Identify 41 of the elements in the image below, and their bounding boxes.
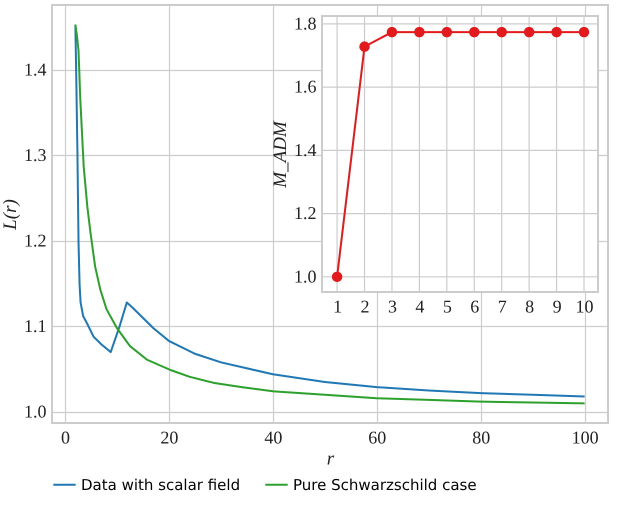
y-tick-label: 1.3 — [24, 144, 46, 165]
x-tick-label: 2 — [360, 296, 370, 316]
x-tick-label: 7 — [498, 296, 507, 316]
y-tick-label: 1.4 — [24, 59, 46, 80]
x-tick-label: 0 — [60, 428, 70, 448]
y-tick-label: 1.4 — [294, 140, 316, 160]
y-tick-label: 1.1 — [24, 316, 46, 336]
y-tick-label: 1.2 — [294, 203, 316, 224]
x-tick-label: 10 — [576, 296, 594, 316]
point — [332, 272, 342, 282]
x-tick-label: 5 — [442, 296, 452, 316]
x-tick-label: 3 — [388, 296, 397, 316]
x-tick-label: 60 — [368, 428, 386, 448]
y-tick-label: 1.0 — [294, 266, 316, 286]
x-tick-label: 6 — [470, 296, 480, 316]
point — [524, 26, 534, 38]
x-tick-label: 40 — [264, 428, 282, 448]
point — [442, 26, 452, 38]
x-tick-label: 8 — [525, 296, 534, 316]
x-tick-label: 1 — [333, 296, 342, 316]
x-tick-label: 20 — [160, 428, 178, 448]
y-tick-label: 1.6 — [294, 76, 316, 97]
y-tick-label: 1.2 — [24, 230, 46, 250]
point — [386, 26, 398, 38]
legend-label: Data with scalar field — [81, 476, 240, 494]
point — [359, 41, 370, 52]
x-tick-label: 100 — [572, 428, 599, 448]
x-tick-label: 80 — [472, 428, 490, 448]
point — [551, 26, 562, 38]
x-axis-title: r — [326, 448, 335, 470]
point — [414, 26, 425, 38]
y-axis-title: L(r) — [0, 199, 21, 231]
y-tick-label: 1.8 — [294, 13, 316, 34]
x-tick-label: 4 — [415, 296, 424, 316]
y-axis-title: M_ADM — [270, 120, 291, 189]
x-tick-label: 9 — [552, 296, 562, 316]
legend-label: Pure Schwarzschild case — [293, 476, 477, 494]
point — [578, 26, 590, 38]
point — [496, 26, 507, 38]
point — [469, 26, 480, 38]
y-tick-label: 1.0 — [24, 401, 46, 422]
